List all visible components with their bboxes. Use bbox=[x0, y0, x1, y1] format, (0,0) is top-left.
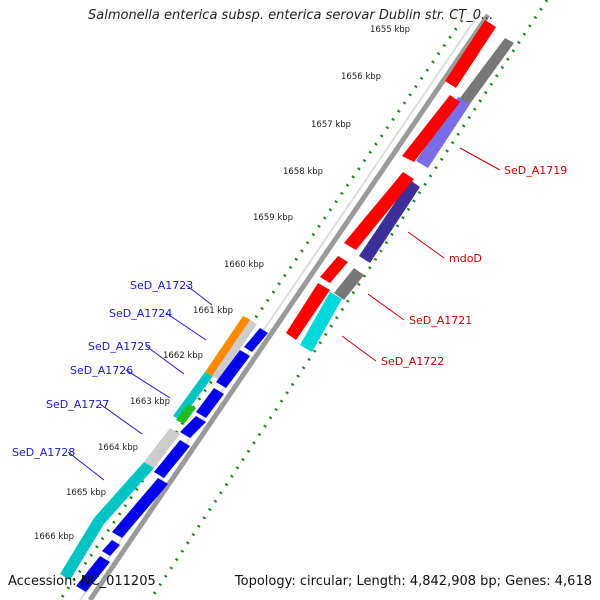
map-title: Salmonella enterica subsp. enterica sero… bbox=[88, 8, 494, 23]
gene-labels-right: SeD_A1719 mdoD SeD_A1721 SeD_A1722 bbox=[381, 164, 567, 368]
gene-label-right[interactable]: SeD_A1721 bbox=[409, 314, 472, 327]
cds-blue[interactable] bbox=[196, 388, 224, 418]
gray-feature[interactable] bbox=[454, 38, 514, 112]
orange-feature[interactable] bbox=[205, 316, 251, 376]
tick-label: 1656 kbp bbox=[341, 72, 381, 82]
darkpurple-feature[interactable] bbox=[359, 180, 420, 263]
cds-blue[interactable] bbox=[102, 540, 120, 556]
cds-blue[interactable] bbox=[216, 350, 250, 388]
accession-label: Accession: NC_011205 bbox=[8, 574, 156, 589]
cyan-feature[interactable] bbox=[94, 462, 154, 524]
gene-label-left[interactable]: SeD_A1726 bbox=[70, 364, 133, 377]
cds-red[interactable] bbox=[445, 20, 496, 88]
outer-features bbox=[300, 38, 514, 352]
inner-features bbox=[60, 316, 257, 580]
gene-labels-left: SeD_A1723 SeD_A1724 SeD_A1725 SeD_A1726 SeD_… bbox=[12, 279, 193, 459]
cds-red[interactable] bbox=[320, 256, 348, 283]
cds-blue[interactable] bbox=[76, 556, 110, 592]
cds-red[interactable] bbox=[286, 283, 330, 340]
tick-label: 1660 kbp bbox=[224, 260, 264, 270]
tick-label: 1657 kbp bbox=[311, 120, 351, 130]
gene-label-right[interactable]: SeD_A1719 bbox=[504, 164, 567, 177]
cyan-feature[interactable] bbox=[60, 518, 104, 580]
tick-label: 1664 kbp bbox=[98, 443, 138, 453]
gray-feature[interactable] bbox=[334, 268, 364, 300]
cds-blue[interactable] bbox=[154, 440, 190, 478]
tick-label: 1661 kbp bbox=[193, 306, 233, 316]
cds-red[interactable] bbox=[344, 172, 414, 250]
right-label-leaders bbox=[341, 147, 501, 362]
gene-label-right[interactable]: SeD_A1722 bbox=[381, 355, 444, 368]
tick-labels: 1655 kbp 1656 kbp 1657 kbp 1658 kbp 1659 kbp… bbox=[34, 25, 410, 542]
gene-label-right[interactable]: mdoD bbox=[449, 252, 482, 265]
tick-label: 1658 kbp bbox=[283, 167, 323, 177]
purple-feature[interactable] bbox=[416, 97, 470, 168]
gray-feature[interactable] bbox=[144, 428, 180, 468]
gene-label-left[interactable]: SeD_A1725 bbox=[88, 340, 151, 353]
tick-label: 1666 kbp bbox=[34, 532, 74, 542]
red-cds-features bbox=[286, 20, 496, 340]
tick-label: 1665 kbp bbox=[66, 488, 106, 498]
cds-blue[interactable] bbox=[180, 416, 206, 438]
tick-label: 1659 kbp bbox=[253, 213, 293, 223]
gene-label-left[interactable]: SeD_A1723 bbox=[130, 279, 193, 292]
blue-cds-features bbox=[76, 328, 268, 592]
tick-label: 1655 kbp bbox=[370, 25, 410, 35]
green-feature[interactable] bbox=[176, 404, 196, 424]
cds-blue[interactable] bbox=[112, 478, 168, 538]
tick-label: 1662 kbp bbox=[163, 351, 203, 361]
tick-label: 1663 kbp bbox=[130, 397, 170, 407]
left-label-leaders bbox=[67, 284, 213, 481]
gray-feature[interactable] bbox=[212, 320, 257, 380]
cyan-feature[interactable] bbox=[173, 372, 213, 420]
genome-info-label: Topology: circular; Length: 4,842,908 bp… bbox=[234, 574, 592, 589]
cds-blue[interactable] bbox=[244, 328, 268, 352]
cds-red[interactable] bbox=[402, 95, 460, 162]
cyan-feature[interactable] bbox=[300, 292, 342, 352]
gene-label-left[interactable]: SeD_A1727 bbox=[46, 398, 109, 411]
gene-label-left[interactable]: SeD_A1728 bbox=[12, 446, 75, 459]
gene-label-left[interactable]: SeD_A1724 bbox=[109, 307, 172, 320]
